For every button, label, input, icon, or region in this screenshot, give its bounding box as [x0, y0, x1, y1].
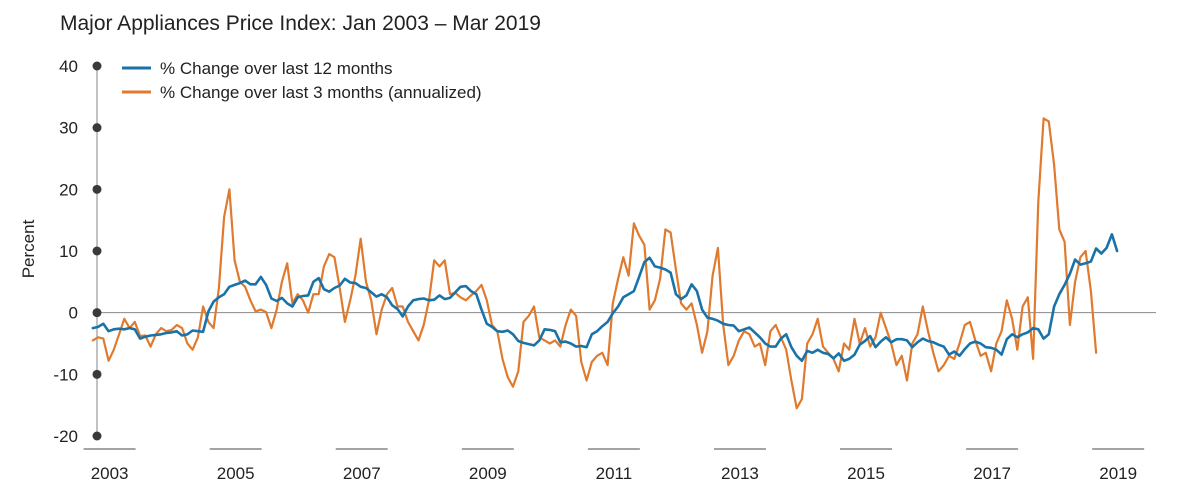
y-tick-dot — [92, 184, 102, 194]
y-tick-label: 0 — [69, 304, 78, 323]
series-layer — [91, 117, 1119, 410]
y-axis-label: Percent — [19, 219, 38, 278]
y-tick-label: 20 — [59, 180, 78, 199]
x-tick-label: 2009 — [469, 464, 507, 483]
legend: % Change over last 12 months % Change ove… — [122, 59, 482, 102]
y-tick-dot — [92, 431, 102, 441]
x-tick-label: 2007 — [343, 464, 381, 483]
y-tick-label: -20 — [53, 427, 78, 446]
x-tick-label: 2019 — [1099, 464, 1137, 483]
series-line-3-month — [91, 117, 1098, 410]
x-tick-label: 2011 — [596, 464, 633, 483]
legend-label-suffix: (annualized) — [388, 83, 482, 102]
chart-title: Major Appliances Price Index: Jan 2003 –… — [60, 12, 541, 35]
y-tick-dot — [92, 369, 102, 379]
y-tick-dot — [92, 308, 102, 318]
x-tick-label: 2013 — [721, 464, 759, 483]
y-tick-dot — [92, 246, 102, 256]
x-tick-label: 2003 — [91, 464, 129, 483]
legend-label: % Change over last 3 months — [160, 83, 383, 102]
y-tick-label: -10 — [53, 365, 78, 384]
y-tick-label: 10 — [59, 242, 78, 261]
axes-layer: 40 30 20 10 0 -10 -20 Percent 2003 2005 2007 2009 20… — [19, 57, 1156, 483]
legend-label: % Change over last 12 months — [160, 59, 392, 78]
y-tick-label: 30 — [59, 119, 78, 138]
x-tick-label: 2005 — [217, 464, 255, 483]
series-line-12-month — [91, 233, 1119, 363]
y-tick-dot — [92, 61, 102, 71]
y-tick-dot — [92, 123, 102, 133]
x-tick-label: 2015 — [847, 464, 885, 483]
y-tick-label: 40 — [59, 57, 78, 76]
x-tick-label: 2017 — [973, 464, 1011, 483]
